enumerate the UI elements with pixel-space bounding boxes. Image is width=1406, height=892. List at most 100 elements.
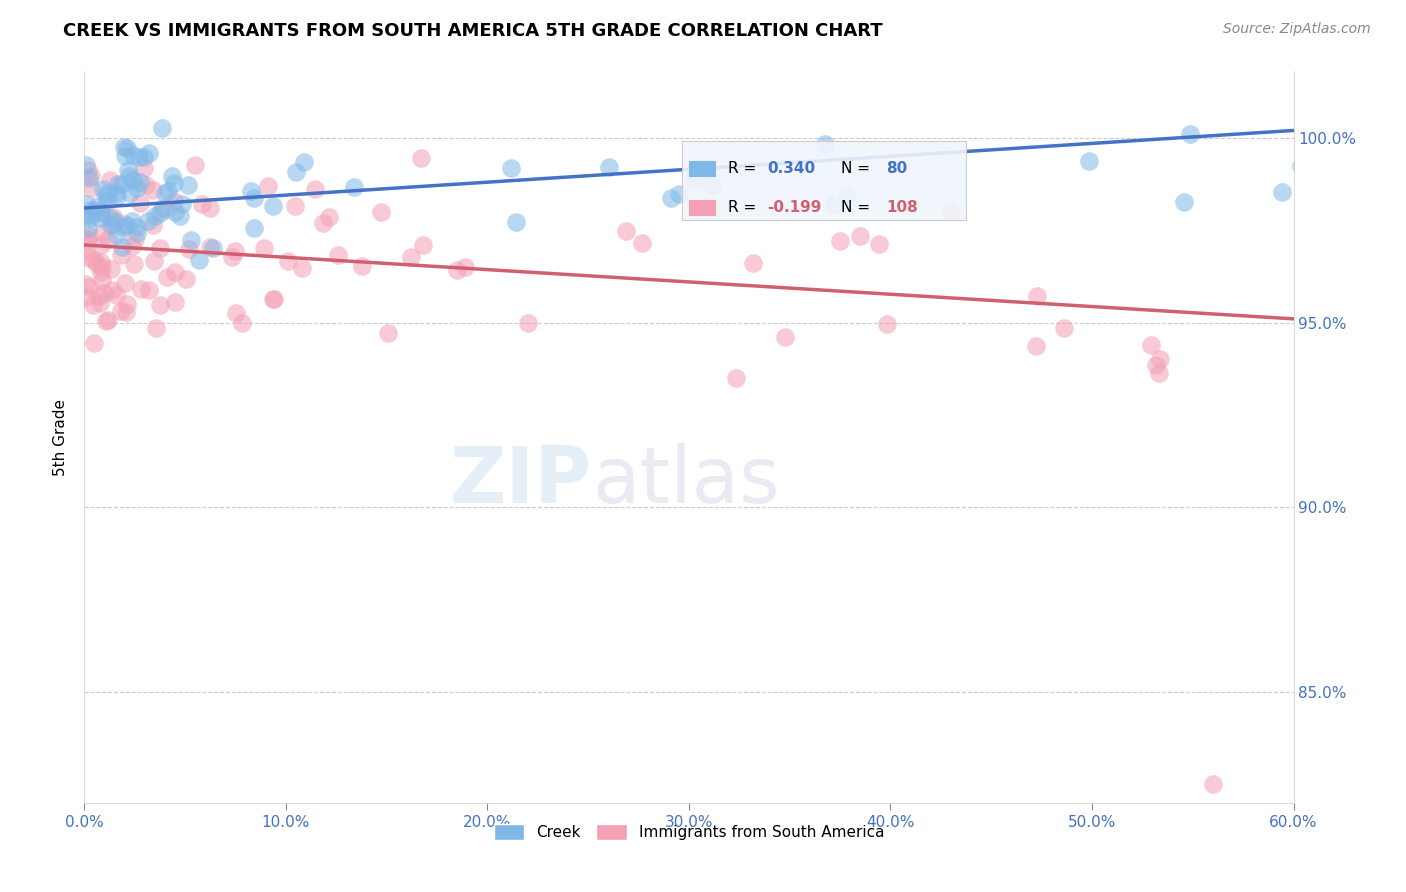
Point xyxy=(263,292,285,306)
Point xyxy=(153,202,176,217)
Point xyxy=(105,227,128,242)
Point xyxy=(1144,358,1167,372)
Point xyxy=(83,253,105,268)
Point xyxy=(121,213,143,227)
Point xyxy=(198,240,221,254)
Point xyxy=(163,204,186,219)
Point xyxy=(176,178,198,193)
Point xyxy=(253,242,276,256)
Point xyxy=(111,178,134,192)
Point xyxy=(107,177,129,191)
Point xyxy=(112,218,135,232)
Point xyxy=(311,216,333,230)
Point xyxy=(291,260,314,275)
Text: 108: 108 xyxy=(886,200,918,215)
Point xyxy=(114,148,136,162)
Point xyxy=(91,181,114,195)
Point xyxy=(848,229,870,244)
Text: 80: 80 xyxy=(886,161,908,176)
Point xyxy=(180,234,202,248)
Point xyxy=(165,265,187,279)
Point xyxy=(1053,321,1076,335)
Point xyxy=(683,171,706,186)
Point xyxy=(125,220,148,235)
Point xyxy=(377,326,399,341)
Point xyxy=(868,236,890,251)
Point xyxy=(231,316,253,330)
Point xyxy=(614,224,637,238)
Point xyxy=(101,283,124,297)
Point xyxy=(100,261,122,276)
Text: N =: N = xyxy=(841,161,875,176)
Text: 0.340: 0.340 xyxy=(768,161,815,176)
Point xyxy=(105,186,128,200)
Point xyxy=(1078,154,1101,169)
Point xyxy=(742,256,765,270)
Point xyxy=(143,210,166,224)
Point xyxy=(1025,339,1047,353)
Point xyxy=(75,290,97,304)
Point xyxy=(89,289,111,303)
Point xyxy=(835,189,858,203)
Point xyxy=(121,239,143,253)
Point xyxy=(225,306,247,320)
Point xyxy=(120,186,142,200)
Point xyxy=(284,165,307,179)
Point xyxy=(136,214,159,228)
Point xyxy=(82,298,104,312)
Point xyxy=(115,305,138,319)
Point xyxy=(352,259,374,273)
Point xyxy=(77,228,100,243)
Point xyxy=(77,171,100,186)
Point xyxy=(179,242,201,256)
Point xyxy=(668,186,690,201)
Point xyxy=(128,150,150,164)
Point xyxy=(598,161,620,175)
Point xyxy=(773,329,796,343)
Point xyxy=(184,157,207,171)
Point xyxy=(96,188,118,202)
Point xyxy=(198,202,221,216)
Point xyxy=(105,189,128,203)
Point xyxy=(129,282,152,296)
Point xyxy=(143,254,166,268)
Point xyxy=(100,219,122,233)
Point xyxy=(659,191,682,205)
Point xyxy=(90,273,112,287)
Point xyxy=(112,140,135,154)
Point xyxy=(700,178,723,192)
Point xyxy=(149,241,172,255)
Point xyxy=(97,313,120,327)
Point xyxy=(221,250,243,264)
Bar xyxy=(688,160,717,177)
Point xyxy=(142,218,165,232)
Point xyxy=(174,272,197,286)
Text: N =: N = xyxy=(841,200,875,215)
Point xyxy=(89,211,111,226)
Point xyxy=(814,136,837,151)
Point xyxy=(112,220,135,235)
Point xyxy=(77,221,100,235)
Point xyxy=(256,178,278,193)
Point xyxy=(129,175,152,189)
Text: CREEK VS IMMIGRANTS FROM SOUTH AMERICA 5TH GRADE CORRELATION CHART: CREEK VS IMMIGRANTS FROM SOUTH AMERICA 5… xyxy=(63,22,883,40)
Point xyxy=(77,163,100,178)
Point xyxy=(725,370,748,384)
Point xyxy=(80,181,103,195)
Point xyxy=(318,210,340,224)
Point xyxy=(96,194,118,209)
Point xyxy=(89,295,111,310)
Point xyxy=(75,158,97,172)
Point xyxy=(823,197,845,211)
Point xyxy=(117,297,139,311)
Point xyxy=(79,169,101,184)
Point xyxy=(630,236,652,251)
Point xyxy=(370,204,392,219)
Point xyxy=(172,196,194,211)
Point xyxy=(412,238,434,252)
Point xyxy=(94,313,117,327)
Point xyxy=(145,320,167,334)
Point xyxy=(79,208,101,222)
Point xyxy=(125,181,148,195)
Point xyxy=(93,285,115,300)
